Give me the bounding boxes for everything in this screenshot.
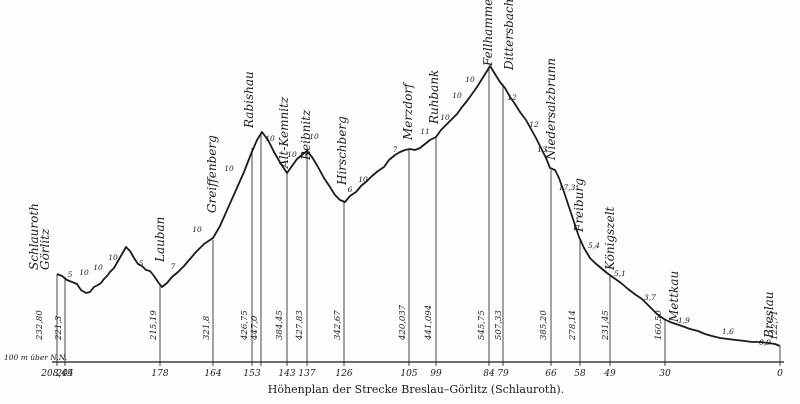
gradient-label: 12: [529, 120, 539, 129]
station-elevation: 232,80: [35, 310, 45, 341]
station-km: 66: [545, 369, 557, 379]
station-name: Greiffenberg: [205, 135, 219, 213]
station-km: 58: [574, 369, 586, 379]
gradient-label: 17,3: [559, 183, 576, 192]
station-elevation: 420,037: [398, 304, 408, 341]
station-name: Görlitz: [38, 228, 52, 270]
station-elevation: 321,8: [202, 315, 212, 340]
station-km: 0: [777, 369, 783, 379]
station-name: Alt-Kemnitz: [277, 96, 291, 169]
station-elevation: 507,33: [494, 310, 504, 340]
gradient-label: 11: [420, 127, 430, 136]
station-elevation: 122,71: [770, 310, 780, 340]
station-km: 99: [430, 369, 442, 379]
station-km: 126: [335, 369, 352, 379]
station-elevation: 427,83: [295, 310, 305, 341]
gradient-label: 3,7: [644, 293, 656, 302]
station-km: 178: [151, 369, 168, 379]
station-name: Schlauroth: [27, 203, 41, 270]
gradient-label: 10: [287, 150, 297, 159]
station-km: 204: [55, 369, 73, 379]
station-name: Merzdorf: [401, 81, 415, 141]
station-km: 79: [497, 369, 509, 379]
gradient-label: 0,9: [759, 338, 771, 347]
station-km: 49: [603, 369, 616, 379]
gradient-label: 10: [465, 75, 475, 84]
gradient-label: 7: [393, 145, 398, 154]
station-name: Niedersalzbrunn: [544, 58, 558, 161]
station-name: Hirschberg: [335, 116, 349, 186]
gradient-label: 5,1: [614, 269, 626, 278]
station-name: Reibnitz: [299, 109, 313, 161]
station-name: Lauban: [153, 217, 167, 263]
station-km: 164: [204, 369, 221, 379]
station-km: 137: [298, 369, 315, 379]
station-elevation: 545,75: [477, 310, 487, 340]
station-km: 208,45: [40, 369, 73, 379]
station-elevation: 441,094: [424, 305, 434, 341]
gradient-label: 10: [440, 113, 450, 122]
caption: Höhenplan der Strecke Breslau–Görlitz (S…: [268, 383, 564, 396]
elevation-line: [56, 65, 781, 347]
station-elevation: 385,20: [539, 310, 549, 340]
gradient-label: 10: [224, 164, 234, 173]
gradient-label: 10: [79, 268, 89, 277]
station-elevation: 221,3: [54, 316, 64, 341]
station-elevation: 278,14: [568, 310, 578, 341]
gradient-label: 5: [139, 259, 144, 268]
station-elevation: 160,50: [654, 310, 664, 340]
station-elevation: 231,45: [601, 310, 611, 341]
station-name: Ruhbank: [427, 70, 441, 125]
gradient-label: 10: [358, 175, 368, 184]
station-km: 84: [483, 369, 495, 379]
gradient-label: 6: [348, 185, 353, 194]
station-name: Königszelt: [603, 206, 617, 271]
gradient-label: 5: [68, 270, 73, 279]
station-name: Fellhammer: [481, 0, 495, 67]
station-km: 143: [278, 369, 295, 379]
station-name: Freiburg: [572, 178, 586, 233]
station-km: 105: [400, 369, 417, 379]
gradient-label: 10: [265, 134, 275, 143]
station-elevation: 342,67: [333, 310, 343, 340]
gradient-label: 10: [93, 263, 103, 272]
station-elevation: 384,45: [275, 310, 285, 340]
station-name: Breslau: [762, 291, 776, 339]
gradient-label: 7: [171, 262, 176, 271]
station-elevation: 447,0: [250, 315, 260, 341]
gradient-label: 10: [192, 225, 202, 234]
station-name: Mettkau: [667, 271, 681, 323]
gradient-label: 10: [309, 132, 319, 141]
gradient-label: 13: [537, 145, 547, 154]
station-name: Rabishau: [242, 71, 256, 129]
station-km: 153: [243, 369, 260, 379]
datum-label: 100 m über N.N.: [4, 353, 67, 362]
gradient-label: 1,9: [678, 316, 690, 325]
gradient-label: 5,4: [588, 241, 600, 250]
gradient-label: 1,6: [722, 327, 734, 336]
gradient-label: 10: [108, 253, 118, 262]
gradient-label: 10: [452, 91, 462, 100]
station-elevation: 426,75: [240, 310, 250, 341]
station-elevation: 215,19: [149, 310, 159, 341]
station-km: 30: [659, 369, 671, 379]
gradient-label: 12: [507, 93, 517, 102]
station-name: Dittersbach: [502, 0, 516, 71]
